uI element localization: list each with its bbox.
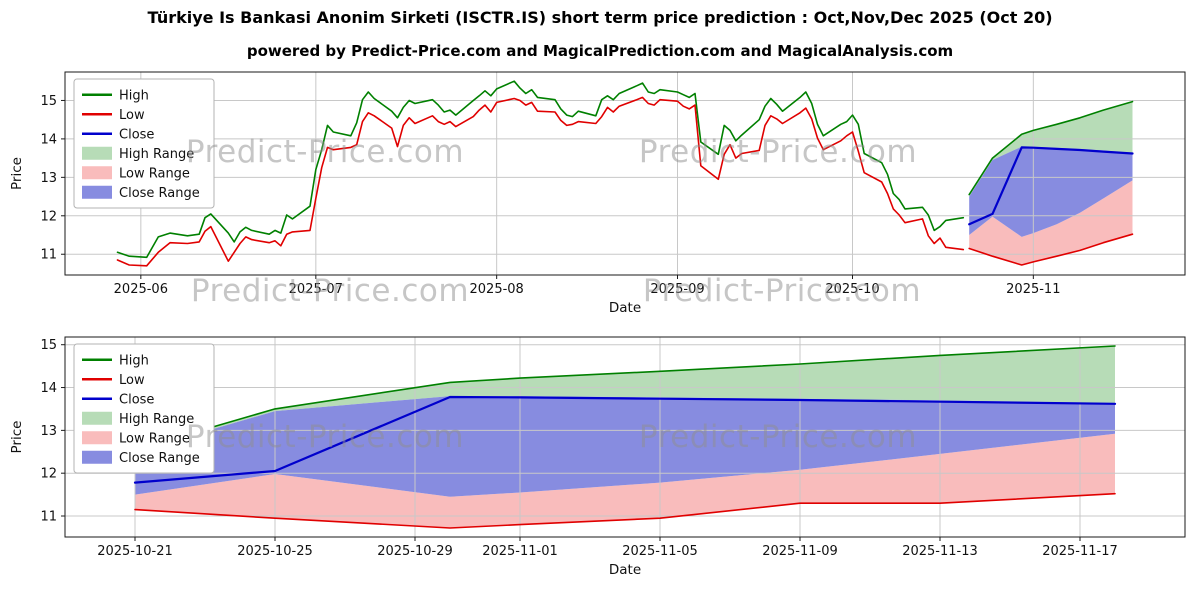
close_range-legend-swatch [82,185,112,199]
legend-label: Low [119,373,145,388]
close-range-band [969,146,1133,237]
y-tick-label: 12 [40,209,57,224]
x-axis-label: Date [609,562,641,578]
x-tick-label: 2025-11-17 [1042,544,1118,559]
y-tick-label: 11 [40,510,57,525]
plot-border [64,336,1186,538]
x-tick-label: 2025-09 [650,282,704,297]
legend: High Low Close High Range Low Range Close Ran… [73,343,215,474]
legend-label: Close [119,127,154,142]
x-tick-label: 2025-11-09 [762,544,838,559]
legend-label: Close Range [119,451,200,466]
y-axis-label: Price [9,421,25,454]
x-axis-label: Date [609,300,641,316]
x-tick-label: 2025-11-01 [482,544,558,559]
x-tick-label: 2025-10-25 [237,544,313,559]
x-tick-label: 2025-11-05 [622,544,698,559]
low_range-legend-swatch [82,431,112,445]
legend-label: High [119,353,149,368]
x-tick-label: 2025-11-13 [902,544,978,559]
low-line-history [116,96,965,267]
high-range-band [969,101,1133,197]
x-axis: 2025-10-21 2025-10-25 2025-10-29 2025-11-01… [97,537,1118,559]
x-tick-label: 2025-07 [289,282,343,297]
y-tick-label: 15 [40,94,57,109]
x-tick-label: 2025-10-29 [377,544,453,559]
legend-label: High [119,88,149,103]
x-tick-label: 2025-10-21 [97,544,173,559]
x-tick-label: 2025-10 [825,282,879,297]
legend-label: Close [119,392,154,407]
y-tick-label: 13 [40,171,57,186]
y-tick-label: 13 [40,424,57,439]
legend-label: Close Range [119,186,200,201]
chart-subtitle: powered by Predict-Price.com and Magical… [246,42,954,60]
high-line-history [116,80,965,259]
close-line-forecast [133,395,1117,484]
price-history-and-forecast-chart: 2025-06 2025-07 2025-08 2025-09 2025-10 2025-… [9,71,1186,316]
close_range-legend-swatch [82,450,112,464]
y-axis: 11 12 13 14 15 [40,94,65,263]
y-tick-label: 11 [40,248,57,263]
high-range-band [135,346,1115,452]
y-tick-label: 14 [40,132,57,147]
close-range-band [135,396,1115,497]
low-line-forecast [134,492,1116,529]
forecast-detail-chart: 2025-10-21 2025-10-25 2025-10-29 2025-11-01… [9,336,1186,578]
high-line-forecast [968,100,1134,196]
high_range-legend-swatch [82,146,112,160]
x-tick-label: 2025-06 [114,282,168,297]
legend-label: Low Range [119,431,190,446]
close-line-forecast [968,146,1134,226]
low-range-band [969,180,1133,265]
chart-title: Türkiye Is Bankasi Anonim Sirketi (ISCTR… [147,8,1053,27]
high_range-legend-swatch [82,411,112,425]
grid-lines [65,72,1185,275]
x-tick-label: 2025-11 [1006,282,1060,297]
low-line-forecast [968,233,1134,266]
legend-label: High Range [119,412,194,427]
y-axis: 11 12 13 14 15 [40,338,65,525]
legend-label: High Range [119,147,194,162]
y-tick-label: 12 [40,467,57,482]
y-axis-label: Price [9,157,25,190]
high-line-forecast [134,345,1116,451]
x-tick-label: 2025-08 [470,282,524,297]
legend-label: Low Range [119,166,190,181]
plot-border [64,71,1186,276]
x-axis: 2025-06 2025-07 2025-08 2025-09 2025-10 2025-… [114,275,1060,297]
legend-label: Low [119,108,145,123]
low-range-band [135,433,1115,528]
legend: High Low Close High Range Low Range Close Ran… [73,78,215,209]
y-tick-label: 15 [40,338,57,353]
y-tick-label: 14 [40,381,57,396]
low_range-legend-swatch [82,166,112,180]
